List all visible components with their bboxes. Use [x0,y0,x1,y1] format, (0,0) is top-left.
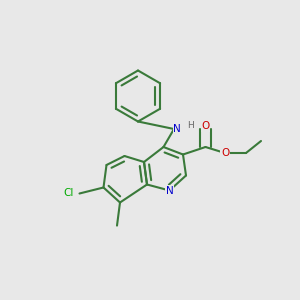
Text: O: O [201,121,210,131]
Text: Cl: Cl [63,188,74,199]
Text: O: O [221,148,229,158]
Text: N: N [173,124,181,134]
Text: N: N [166,185,173,196]
Text: H: H [188,122,194,130]
